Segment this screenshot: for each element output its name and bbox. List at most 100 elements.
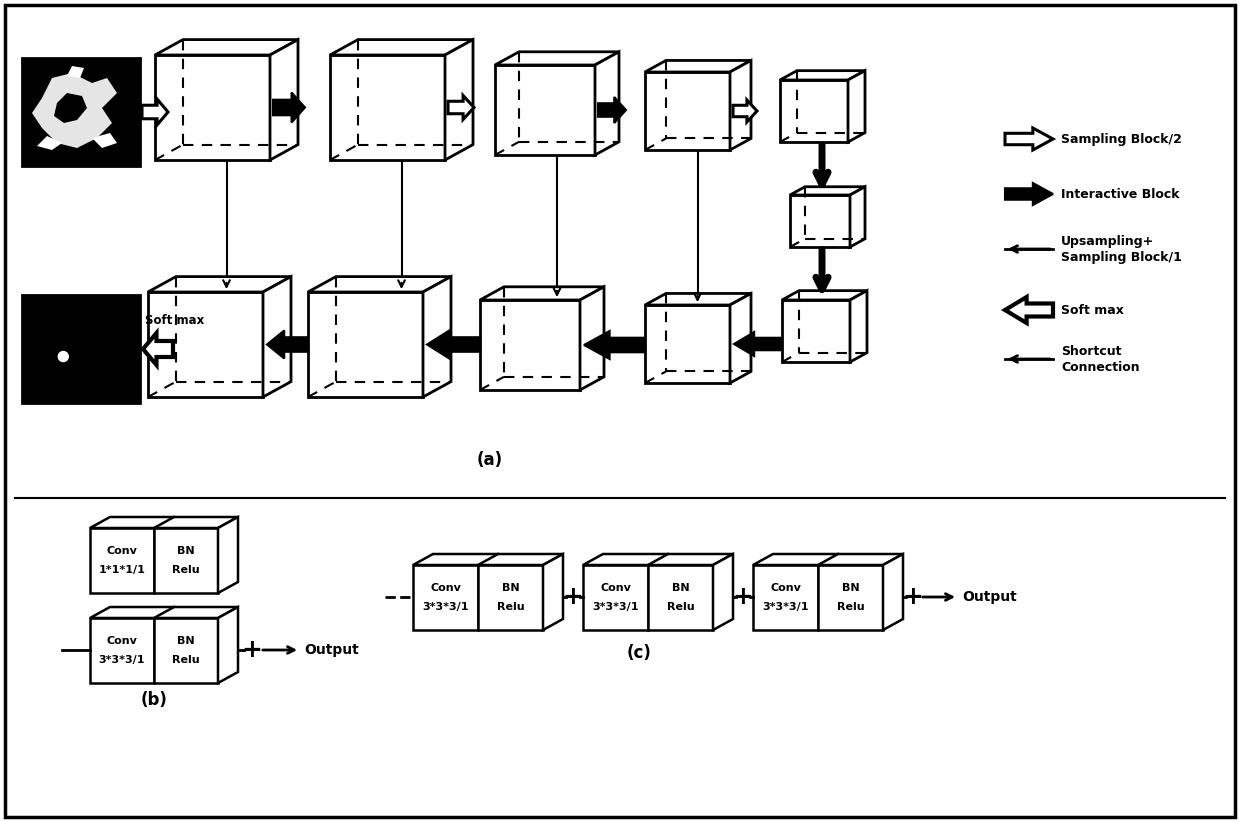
Text: Relu: Relu (837, 602, 864, 612)
Polygon shape (32, 73, 117, 148)
Polygon shape (67, 66, 84, 78)
Text: Relu: Relu (172, 565, 200, 575)
Polygon shape (91, 517, 238, 528)
Polygon shape (148, 292, 263, 397)
Text: (c): (c) (626, 644, 651, 662)
Polygon shape (154, 528, 218, 593)
Polygon shape (598, 97, 626, 123)
Polygon shape (218, 607, 238, 683)
Polygon shape (782, 300, 849, 362)
Polygon shape (730, 61, 751, 150)
Text: Relu: Relu (497, 602, 525, 612)
Polygon shape (413, 565, 477, 630)
Polygon shape (780, 71, 866, 80)
Bar (22, 295, 140, 403)
Text: 1*1*1/1: 1*1*1/1 (98, 565, 145, 575)
Polygon shape (753, 554, 903, 565)
Text: +: + (563, 585, 584, 609)
Text: Output: Output (962, 590, 1017, 604)
Text: (a): (a) (477, 451, 503, 469)
Polygon shape (480, 300, 580, 390)
Polygon shape (427, 330, 480, 358)
Polygon shape (330, 39, 472, 55)
Text: Relu: Relu (667, 602, 694, 612)
Polygon shape (1004, 128, 1053, 150)
Polygon shape (480, 287, 604, 300)
Polygon shape (645, 61, 751, 72)
Text: Interactive Block: Interactive Block (1061, 187, 1179, 201)
Polygon shape (730, 293, 751, 383)
Text: Soft max: Soft max (145, 314, 205, 327)
Text: 3*3*3/1: 3*3*3/1 (763, 602, 808, 612)
Text: Conv: Conv (770, 584, 801, 593)
Text: 3*3*3/1: 3*3*3/1 (423, 602, 469, 612)
Text: BN: BN (177, 547, 195, 556)
Text: (b): (b) (140, 691, 167, 709)
Circle shape (58, 352, 68, 362)
Text: Soft max: Soft max (1061, 303, 1123, 316)
Polygon shape (645, 293, 751, 305)
Polygon shape (55, 93, 87, 123)
Text: BN: BN (177, 636, 195, 646)
Polygon shape (270, 39, 298, 160)
Polygon shape (445, 39, 472, 160)
Text: +: + (242, 638, 263, 662)
Text: 3*3*3/1: 3*3*3/1 (593, 602, 639, 612)
Polygon shape (263, 276, 291, 397)
Polygon shape (330, 55, 445, 160)
Text: Relu: Relu (172, 654, 200, 665)
Polygon shape (790, 187, 866, 195)
Text: Conv: Conv (600, 584, 631, 593)
Text: BN: BN (672, 584, 689, 593)
Polygon shape (782, 291, 867, 300)
Polygon shape (583, 554, 733, 565)
Text: Output: Output (304, 643, 358, 657)
Polygon shape (790, 195, 849, 247)
Text: +: + (903, 585, 924, 609)
Polygon shape (495, 65, 595, 155)
Polygon shape (1004, 183, 1053, 205)
Polygon shape (423, 276, 451, 397)
Polygon shape (308, 276, 451, 292)
Polygon shape (154, 618, 218, 683)
Text: BN: BN (502, 584, 520, 593)
Polygon shape (91, 618, 154, 683)
Polygon shape (583, 565, 649, 630)
Text: Upsampling+: Upsampling+ (1061, 234, 1154, 247)
Polygon shape (848, 71, 866, 142)
Text: Sampling Block/1: Sampling Block/1 (1061, 251, 1182, 264)
Polygon shape (37, 136, 62, 150)
Polygon shape (713, 554, 733, 630)
Bar (22, 58, 140, 166)
Polygon shape (267, 330, 308, 358)
Polygon shape (849, 187, 866, 247)
Polygon shape (143, 333, 174, 365)
Polygon shape (143, 99, 167, 125)
Text: Conv: Conv (107, 636, 138, 646)
Polygon shape (645, 305, 730, 383)
Polygon shape (308, 292, 423, 397)
Text: BN: BN (842, 584, 859, 593)
Text: +: + (733, 585, 754, 609)
Polygon shape (780, 80, 848, 142)
Polygon shape (733, 100, 756, 122)
Polygon shape (649, 565, 713, 630)
Polygon shape (273, 93, 305, 122)
Polygon shape (849, 291, 867, 362)
Polygon shape (595, 52, 619, 155)
Polygon shape (477, 565, 543, 630)
Polygon shape (92, 133, 117, 148)
Polygon shape (148, 276, 291, 292)
Polygon shape (218, 517, 238, 593)
Polygon shape (495, 52, 619, 65)
Polygon shape (543, 554, 563, 630)
Polygon shape (413, 554, 563, 565)
Polygon shape (155, 39, 298, 55)
Polygon shape (883, 554, 903, 630)
Polygon shape (91, 528, 154, 593)
Text: Sampling Block/2: Sampling Block/2 (1061, 132, 1182, 145)
Polygon shape (645, 72, 730, 150)
Text: Connection: Connection (1061, 361, 1140, 373)
Polygon shape (818, 565, 883, 630)
Polygon shape (753, 565, 818, 630)
